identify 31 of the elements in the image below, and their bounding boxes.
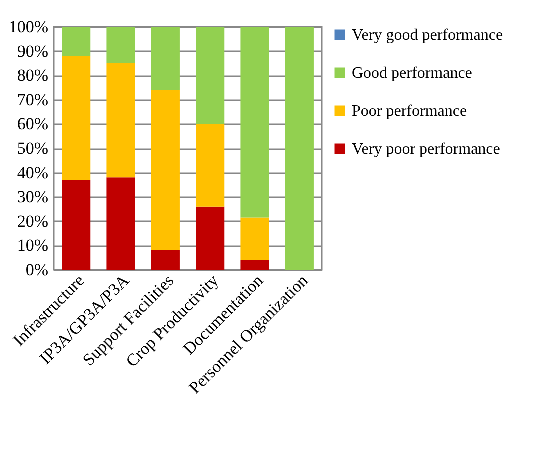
bar <box>62 56 91 180</box>
bar <box>106 63 136 178</box>
bar <box>196 27 225 124</box>
bar <box>62 180 91 270</box>
bar <box>106 178 136 270</box>
y-tick-label: 90% <box>17 42 48 61</box>
y-tick-label: 70% <box>17 90 48 110</box>
y-tick-label: 60% <box>17 114 48 134</box>
y-tick-label: 0% <box>26 260 48 280</box>
y-tick-label: 30% <box>17 188 48 207</box>
y-tick-label: 100% <box>8 18 48 36</box>
bar <box>151 27 180 90</box>
legend-label: Very poor performance <box>352 141 500 158</box>
legend-label: Very good performance <box>352 27 504 44</box>
bar <box>106 27 136 64</box>
y-tick-label: 40% <box>17 163 48 182</box>
bar <box>240 27 270 218</box>
y-tick-label: 50% <box>17 139 48 158</box>
legend-label: Good performance <box>352 65 472 82</box>
y-tick-label: 10% <box>17 236 48 256</box>
y-tick-label: 80% <box>17 66 48 86</box>
bar <box>151 250 180 270</box>
y-tick-label: 20% <box>17 212 48 231</box>
bar <box>285 27 314 270</box>
bar <box>240 260 270 270</box>
bar <box>196 206 225 270</box>
bar <box>196 124 225 207</box>
bar <box>240 218 270 260</box>
bar <box>62 27 91 56</box>
bar <box>151 90 180 251</box>
legend-label: Poor performance <box>352 103 468 120</box>
